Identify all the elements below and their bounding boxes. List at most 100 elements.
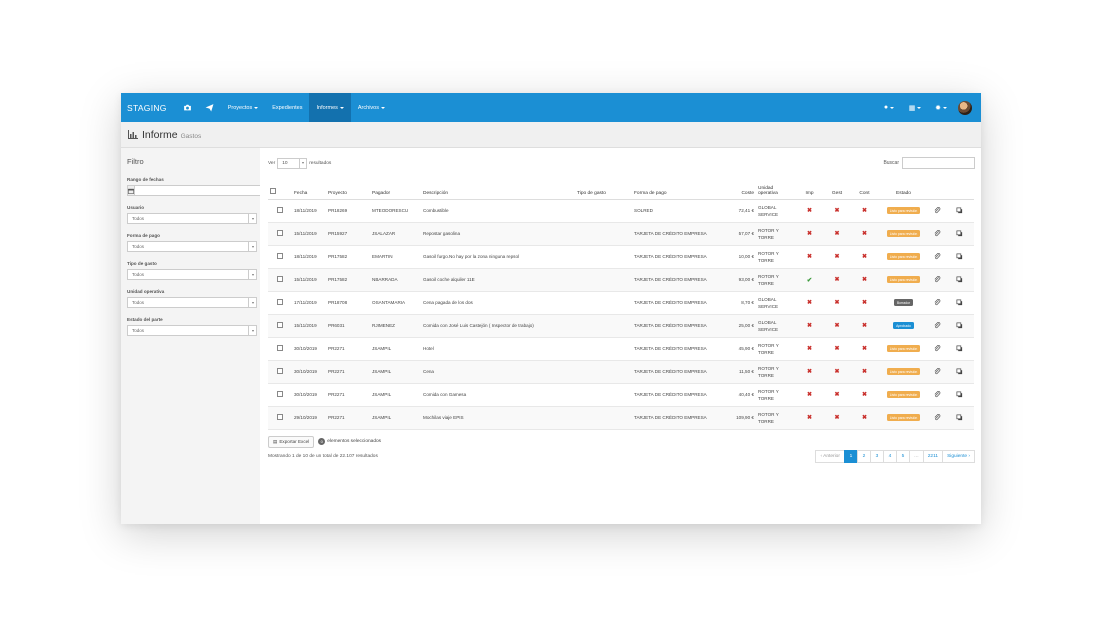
row-checkbox[interactable]: [277, 253, 283, 259]
paperclip-icon[interactable]: [934, 345, 941, 352]
attach-cell: [929, 268, 945, 292]
copy-cell: [945, 314, 974, 338]
project-cell: PR2271: [326, 406, 370, 430]
row-checkbox[interactable]: [277, 299, 283, 305]
pagination-page-2211[interactable]: 2211: [922, 449, 944, 463]
description-cell: Repostar gasolina: [421, 222, 575, 246]
filter-select-usuario[interactable]: Todos: [127, 213, 257, 224]
pagination-page-4[interactable]: 4: [882, 449, 897, 463]
payer-cell: JSAMPIL: [370, 406, 421, 430]
row-checkbox[interactable]: [277, 345, 283, 351]
cross-icon: ✖: [806, 231, 813, 237]
copy-icon[interactable]: [956, 368, 963, 375]
filter-select-forma-de-pago[interactable]: Todos: [127, 241, 257, 252]
nav-item-expedientes[interactable]: Expedientes: [265, 93, 309, 122]
camera-icon[interactable]: [177, 93, 199, 122]
copy-icon[interactable]: [956, 391, 963, 398]
avatar[interactable]: [958, 100, 972, 115]
table-row: 15/11/2019 PR6031 RJIMENEZ Comida con José …: [268, 314, 974, 338]
payment-method-cell: TARJETA DE CRÉDITO EMPRESA: [632, 222, 724, 246]
filter-select-unidad-operativa[interactable]: Todos: [127, 297, 257, 308]
status-badge: Listo para revisión: [886, 253, 921, 260]
pagination-prev-button[interactable]: ‹ Anterior: [815, 449, 845, 463]
app-window: STAGING Proyectos Expedientes Informes Arch…: [121, 93, 981, 524]
paperclip-icon[interactable]: [934, 253, 941, 260]
filter-label: Unidad operativa: [127, 289, 165, 294]
copy-icon[interactable]: [956, 414, 963, 421]
row-checkbox[interactable]: [277, 391, 283, 397]
nav-item-informes[interactable]: Informes: [309, 93, 351, 122]
row-checkbox[interactable]: [277, 230, 283, 236]
status-cell: Listo para revisión: [878, 222, 929, 246]
language-icon[interactable]: ▦: [902, 93, 928, 122]
row-checkbox-cell: [268, 360, 292, 384]
payment-method-cell: TARJETA DE CRÉDITO EMPRESA: [632, 337, 724, 361]
copy-icon[interactable]: [956, 253, 963, 260]
paperclip-icon[interactable]: [934, 230, 941, 237]
filter-select-tipo-de-gasto[interactable]: Todos: [127, 269, 257, 280]
cross-icon: ✖: [861, 369, 868, 375]
cost-cell: 72,41 €: [724, 199, 756, 223]
copy-icon[interactable]: [956, 276, 963, 283]
pagination-page-1[interactable]: 1: [843, 449, 858, 463]
attach-cell: [929, 199, 945, 223]
attach-cell: [929, 314, 945, 338]
copy-icon[interactable]: [956, 299, 963, 306]
settings-icon[interactable]: ✹: [928, 93, 954, 122]
pagination-page-5[interactable]: 5: [895, 449, 910, 463]
unit-cell: ROTOR Y TORRE: [756, 222, 796, 246]
top-navbar: STAGING Proyectos Expedientes Informes Arch…: [121, 93, 981, 122]
pagination-page-3[interactable]: 3: [869, 449, 884, 463]
copy-header: [945, 177, 974, 200]
search-input[interactable]: [902, 157, 975, 169]
cross-icon: ✖: [861, 346, 868, 352]
nav-item-archivos[interactable]: Archivos: [351, 93, 392, 122]
calendar-icon[interactable]: [127, 185, 135, 196]
export-excel-button[interactable]: ▤ Exportar Excel: [268, 435, 315, 448]
row-checkbox[interactable]: [277, 276, 283, 282]
paperclip-icon[interactable]: [934, 391, 941, 398]
cont-status-cell: ✖: [851, 314, 878, 338]
column-header: Pagador: [370, 177, 421, 200]
copy-cell: [945, 337, 974, 361]
copy-icon[interactable]: [956, 322, 963, 329]
row-checkbox[interactable]: [277, 368, 283, 374]
row-checkbox[interactable]: [277, 322, 283, 328]
gest-status-cell: ✖: [823, 291, 851, 315]
cross-icon: ✖: [834, 208, 840, 214]
pagination-next-button[interactable]: Siguiente ›: [942, 449, 975, 463]
paperclip-icon[interactable]: [934, 368, 941, 375]
paper-plane-icon[interactable]: [199, 93, 221, 122]
paperclip-icon[interactable]: [934, 322, 941, 329]
row-checkbox[interactable]: [277, 207, 283, 213]
column-header: Estado: [878, 177, 929, 200]
pagination-page-2[interactable]: 2: [856, 449, 871, 463]
paperclip-icon[interactable]: [934, 207, 941, 214]
unit-cell: ROTOR Y TORRE: [756, 337, 796, 361]
filter-select-estado-del-parte[interactable]: Todos: [127, 325, 257, 336]
copy-icon[interactable]: [956, 207, 963, 214]
description-cell: Comida con José Luis Castejón ( Inspecto…: [421, 314, 575, 338]
copy-icon[interactable]: [956, 345, 963, 352]
paperclip-icon[interactable]: [934, 414, 941, 421]
row-checkbox[interactable]: [277, 414, 283, 420]
nav-item-label: Archivos: [357, 104, 379, 111]
expense-type-cell: [575, 199, 632, 223]
select-all-checkbox[interactable]: [270, 187, 276, 194]
status-cell: Listo para revisión: [878, 360, 929, 384]
paperclip-icon[interactable]: [934, 299, 941, 306]
status-badge: Borrador: [893, 299, 914, 306]
status-cell: Aprobado: [878, 314, 929, 338]
date-cell: 30/10/2019: [292, 383, 326, 407]
payer-cell: JSALAZAR: [370, 222, 421, 246]
nav-item-proyectos[interactable]: Proyectos: [221, 93, 265, 122]
help-icon[interactable]: ●: [876, 93, 902, 122]
column-header: Forma de pago: [632, 177, 724, 200]
cross-icon: ✖: [834, 323, 840, 329]
brand-logo[interactable]: STAGING: [127, 102, 167, 113]
column-header: Descripción: [421, 177, 575, 200]
copy-icon[interactable]: [956, 230, 963, 237]
page-size-select[interactable]: 10: [277, 157, 308, 169]
payer-cell: MTEODORESCU: [370, 199, 421, 223]
paperclip-icon[interactable]: [934, 276, 941, 283]
